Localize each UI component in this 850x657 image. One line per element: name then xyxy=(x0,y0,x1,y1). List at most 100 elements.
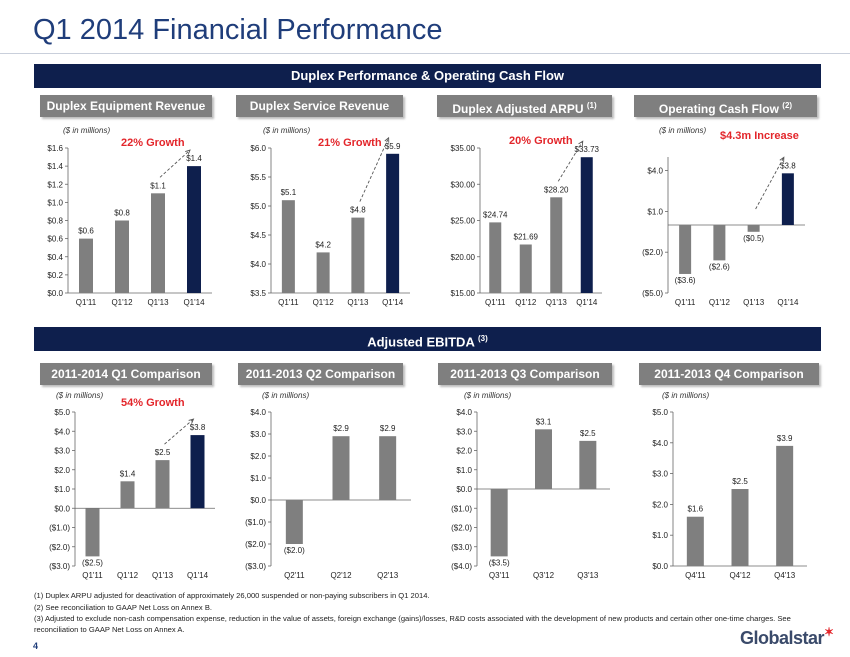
y-tick-label: $1.0 xyxy=(456,466,472,475)
bar-Q411 xyxy=(686,516,704,566)
chart-tab-3: Duplex Adjusted ARPU (1) xyxy=(437,95,612,117)
y-tick-label: $4.0 xyxy=(652,439,668,448)
bar-Q112 xyxy=(519,244,532,293)
x-tick-label: Q1'13 xyxy=(347,298,369,307)
bar-value-label: $4.8 xyxy=(350,206,366,215)
bar-Q211 xyxy=(285,500,303,544)
chart-svg-2: $3.5 $4.0 $4.5 $5.0 $5.5 $6.0 $5.1 Q1'11 $4.2 Q1'… xyxy=(250,136,410,307)
y-tick-label: $1.0 xyxy=(652,531,668,540)
chart-tab-label: Duplex Service Revenue xyxy=(249,99,390,113)
bar-Q112 xyxy=(713,225,726,261)
y-tick-label: $30.00 xyxy=(451,180,476,189)
y-tick-label: $25.00 xyxy=(451,217,476,226)
bar-Q113 xyxy=(155,460,170,509)
bar-value-label: $2.9 xyxy=(333,424,349,433)
growth-arrow xyxy=(557,140,584,182)
growth-arrow-head-icon xyxy=(779,156,785,163)
y-tick-label: $5.5 xyxy=(250,173,266,182)
section-band-duplex-label: Duplex Performance & Operating Cash Flow xyxy=(290,68,565,83)
chart-units-label: ($ in millions) xyxy=(659,126,707,135)
bar-Q114 xyxy=(580,157,593,293)
chart-units-label: ($ in millions) xyxy=(56,391,104,400)
logo-text: Globalstar xyxy=(740,628,825,648)
chart-tab-6: 2011-2013 Q2 Comparison xyxy=(238,363,403,385)
chart-tab-note: (2) xyxy=(782,101,793,110)
chart-tab-7: 2011-2013 Q3 Comparison xyxy=(438,363,612,385)
bar-Q413 xyxy=(776,445,794,566)
chart-growth-label: 22% Growth xyxy=(121,137,185,149)
x-tick-label: Q1'14 xyxy=(183,298,205,307)
y-tick-label: $4.0 xyxy=(456,408,472,417)
growth-arrow xyxy=(164,418,194,445)
chart-tab-label: Duplex Adjusted ARPU xyxy=(452,102,584,116)
bar-value-label: $28.20 xyxy=(544,185,569,194)
x-tick-label: Q1'11 xyxy=(485,298,506,307)
y-tick-label: $4.0 xyxy=(250,260,266,269)
x-tick-label: Q2'11 xyxy=(284,571,305,580)
x-tick-label: Q1'14 xyxy=(777,298,799,307)
growth-arrow-head-icon xyxy=(185,149,191,155)
bar-value-label: $2.9 xyxy=(380,424,396,433)
bar-value-label: $1.6 xyxy=(688,505,704,514)
bar-Q213 xyxy=(379,436,397,500)
bar-value-label: $3.8 xyxy=(780,161,796,170)
bar-Q313 xyxy=(579,440,597,489)
section-band-duplex: Duplex Performance & Operating Cash Flow xyxy=(34,64,821,88)
y-tick-label: $0.2 xyxy=(47,271,63,280)
bar-Q112 xyxy=(115,220,129,293)
y-tick-label: $1.0 xyxy=(250,474,266,483)
y-tick-label: $3.0 xyxy=(54,447,70,456)
chart-tab-5: 2011-2014 Q1 Comparison xyxy=(40,363,212,385)
globalstar-logo: Globalstar✶ xyxy=(740,625,834,649)
y-tick-label: ($3.0) xyxy=(451,543,472,552)
chart-tab-label: 2011-2013 Q3 Comparison xyxy=(450,367,600,381)
chart-tab-8: 2011-2013 Q4 Comparison xyxy=(639,363,819,385)
bar-value-label: ($2.6) xyxy=(709,262,730,271)
bar-Q113 xyxy=(151,193,165,293)
chart-growth-label: 20% Growth xyxy=(509,135,573,147)
y-tick-label: ($1.0) xyxy=(451,504,472,513)
x-tick-label: Q1'13 xyxy=(743,298,765,307)
y-tick-label: $0.0 xyxy=(652,562,668,571)
footnote-3: (3) Adjusted to exclude non-cash compens… xyxy=(34,614,791,634)
chart-svg-8: $0.0 $1.0 $2.0 $3.0 $4.0 $5.0 $1.6 Q4'11 $2.5 Q4'… xyxy=(652,408,807,580)
y-tick-label: $3.0 xyxy=(250,430,266,439)
chart-tab-label: 2011-2013 Q2 Comparison xyxy=(245,367,396,381)
y-tick-label: $2.0 xyxy=(456,447,472,456)
growth-arrow-head-icon xyxy=(188,418,195,424)
bar-value-label: $0.8 xyxy=(114,209,130,218)
bar-Q114 xyxy=(781,173,794,225)
y-tick-label: $0.0 xyxy=(250,496,266,505)
y-tick-label: $5.0 xyxy=(652,408,668,417)
x-tick-label: Q1'12 xyxy=(709,298,731,307)
y-tick-label: $1.0 xyxy=(647,207,663,216)
y-tick-label: $0.0 xyxy=(47,289,63,298)
chart-svg-6: ($3.0) ($2.0) ($1.0) $0.0 $1.0 $2.0 $3.0 $4.0 ($… xyxy=(245,408,411,580)
chart-tab-label: Operating Cash Flow xyxy=(658,102,779,116)
y-tick-label: $4.5 xyxy=(250,231,266,240)
bar-Q312 xyxy=(535,429,552,489)
x-tick-label: Q2'13 xyxy=(377,571,399,580)
bar-value-label: $5.1 xyxy=(281,188,297,197)
bar-Q111 xyxy=(489,222,502,293)
y-tick-label: $2.0 xyxy=(250,452,266,461)
chart-growth-label: 54% Growth xyxy=(121,397,185,409)
section-band-ebitda-label: Adjusted EBITDA xyxy=(367,334,475,350)
chart-units-label: ($ in millions) xyxy=(464,391,512,400)
y-tick-label: ($2.0) xyxy=(245,540,266,549)
y-tick-label: $0.4 xyxy=(47,253,63,262)
growth-arrow xyxy=(359,137,390,202)
y-tick-label: ($2.0) xyxy=(451,524,472,533)
x-tick-label: Q4'12 xyxy=(729,571,751,580)
y-tick-label: $1.0 xyxy=(47,198,63,207)
chart-svg-5: ($3.0) ($2.0) ($1.0) $0.0 $1.0 $2.0 $3.0 $4.0 $5… xyxy=(49,408,215,580)
x-tick-label: Q1'13 xyxy=(152,571,174,580)
growth-arrow xyxy=(755,157,785,210)
bar-value-label: $2.5 xyxy=(155,448,171,457)
y-tick-label: ($2.0) xyxy=(642,248,663,257)
y-tick-label: $20.00 xyxy=(451,253,476,262)
bar-value-label: $2.5 xyxy=(732,477,748,486)
chart-tab-2: Duplex Service Revenue xyxy=(236,95,403,117)
title-underline xyxy=(0,53,850,54)
bar-value-label: $21.69 xyxy=(514,232,539,241)
